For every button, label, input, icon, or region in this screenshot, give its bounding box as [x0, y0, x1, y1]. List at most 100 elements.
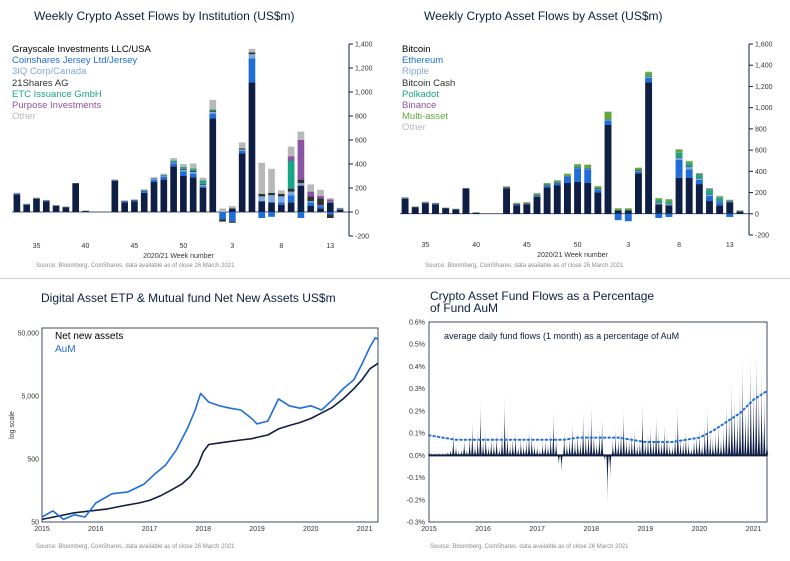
chart2-bar-27-0	[675, 177, 683, 214]
chart2-bar-11-7	[513, 202, 521, 204]
chart2-bar-31-7	[716, 195, 724, 197]
chart2-bar-12-7	[523, 202, 531, 203]
chart1-bar-14-0	[150, 182, 158, 212]
chart4-y-tick-label: 0.6%	[409, 320, 425, 327]
chart2-bar-5-0	[452, 209, 460, 214]
chart1-bar-28-4	[287, 161, 295, 189]
chart1-y-tick-label: -200	[355, 234, 369, 241]
chart1-bar-2-1	[33, 198, 40, 199]
chart4-area-peak-107	[717, 419, 720, 456]
chart4-area-peak-113	[733, 393, 736, 456]
chart1-bar-33-2	[336, 208, 344, 210]
chart2-legend-item-7: Other	[402, 122, 426, 134]
chart4-x-tick-label: 2021	[746, 526, 762, 533]
chart1-bar-30-2	[307, 201, 315, 203]
chart1-y-tick-label: 600	[355, 138, 367, 145]
chart4-area-peak-82	[649, 424, 652, 456]
chart1-bar-18-0	[189, 177, 197, 212]
chart4-area-peak-108	[719, 435, 723, 456]
chart1-bar-32-3	[326, 214, 334, 218]
chart4-area-peak-36	[525, 437, 528, 456]
chart2-bar-2-0	[421, 203, 429, 214]
chart2-bar-24-3	[645, 76, 653, 77]
chart1-bar-24-3	[248, 52, 256, 55]
chart2-bar-32-1	[726, 213, 734, 217]
chart2-bar-29-3	[695, 178, 703, 179]
chart1-bar-23-3	[238, 148, 246, 150]
chart2-bar-5-3	[452, 209, 460, 210]
chart4-frame	[428, 321, 768, 523]
chart4-area-peak-18	[476, 430, 479, 456]
chart2-bar-28-6	[685, 161, 693, 164]
chart4-area-peak-26	[498, 446, 501, 456]
chart1-bar-2-0	[33, 198, 40, 212]
chart2-bar-27-2	[675, 157, 683, 160]
chart2-bar-20-1	[604, 120, 612, 125]
chart2-y-tick-label: 800	[755, 126, 767, 133]
chart1-bar-25-1	[258, 212, 266, 218]
chart1-bar-19-1	[199, 186, 207, 188]
chart2-legend-item-3: Bitcoin Cash	[402, 77, 456, 89]
chart3-x-tick-label: 2020	[303, 526, 319, 533]
chart2-y-tick-label: 1,600	[755, 42, 773, 49]
chart1-bar-19-0	[199, 188, 207, 212]
chart2-bar-25-0	[655, 204, 663, 214]
chart2-bar-21-3	[614, 210, 622, 211]
chart2-bar-13-1	[533, 195, 541, 197]
chart4-area-peak-27	[500, 426, 504, 456]
chart1-bar-14-1	[150, 179, 158, 182]
chart2-bar-33-0	[736, 211, 744, 214]
chart4-area-peak-124	[763, 388, 766, 456]
chart4-area-peak-67	[609, 455, 612, 482]
chart1-bar-3-1	[42, 200, 50, 202]
chart4-area-peak-55	[576, 428, 579, 456]
chart2-bar-16-2	[563, 176, 571, 177]
chart1-bar-17-6	[180, 164, 187, 167]
chart1-legend-item-1: Coinshares Jersey Ltd/Jersey	[12, 55, 138, 67]
chart4-y-tick-label: 0.5%	[409, 342, 425, 349]
chart4-area-peak-88	[665, 430, 669, 456]
chart4-area-peak-8	[449, 448, 452, 456]
chart2-bar-29-0	[695, 184, 703, 214]
chart2-bar-30-5	[706, 189, 713, 191]
chart2-bar-26-1	[665, 213, 673, 217]
chart2-bar-10-3	[503, 187, 510, 188]
chart1-bar-33-6	[336, 207, 344, 209]
chart2-legend-item-0: Bitcoin	[402, 44, 431, 55]
chart2-bar-22-0	[624, 210, 632, 214]
chart2-legend-item-5: Binance	[402, 100, 437, 112]
chart1-bar-32-0	[326, 202, 334, 212]
chart1-legend-item-6: Other	[12, 111, 36, 123]
chart4-area-peak-1	[430, 453, 433, 456]
chart4-area-peak-29	[506, 428, 509, 456]
chart2-bar-25-4	[655, 200, 663, 203]
chart2-bar-30-4	[706, 190, 713, 195]
chart1-bar-12-3	[131, 199, 138, 201]
chart2-bar-28-3	[685, 166, 693, 168]
chart4-area-peak-58	[584, 428, 587, 456]
chart2-bar-3-7	[432, 202, 439, 204]
chart4-x-tick-label: 2016	[475, 526, 491, 533]
chart2-bar-26-2	[665, 204, 673, 206]
chart2-bar-11-6	[513, 202, 521, 204]
chart1-bar-32-5	[326, 199, 334, 202]
chart1-bar-29-3	[297, 179, 305, 184]
chart4-area-peak-3	[435, 453, 439, 456]
chart4-x-tick-label: 2017	[529, 526, 545, 533]
chart4-area-peak-37	[527, 426, 531, 456]
chart1-x-axis-label: 2020/21 Week number	[143, 253, 214, 260]
chart1-bar-1-0	[23, 204, 31, 212]
chart4-y-tick-label: 0.1%	[409, 431, 425, 438]
chart1-bar-24-0	[248, 82, 256, 213]
chart2-bar-20-7	[604, 111, 612, 112]
chart1-bar-30-5	[307, 191, 315, 197]
chart1-bar-30-3	[307, 196, 315, 202]
chart1-bar-17-4	[180, 167, 187, 169]
chart4-area-peak-83	[652, 435, 655, 456]
chart2-bar-6-0	[462, 188, 470, 214]
chart3-y-tick-label: 5,000	[21, 393, 39, 400]
chart1-bar-3-6	[42, 199, 50, 201]
chart1-y-tick-label: 400	[355, 162, 367, 169]
chart4-area-peak-54	[573, 437, 577, 456]
chart1-bar-31-0	[317, 208, 324, 212]
